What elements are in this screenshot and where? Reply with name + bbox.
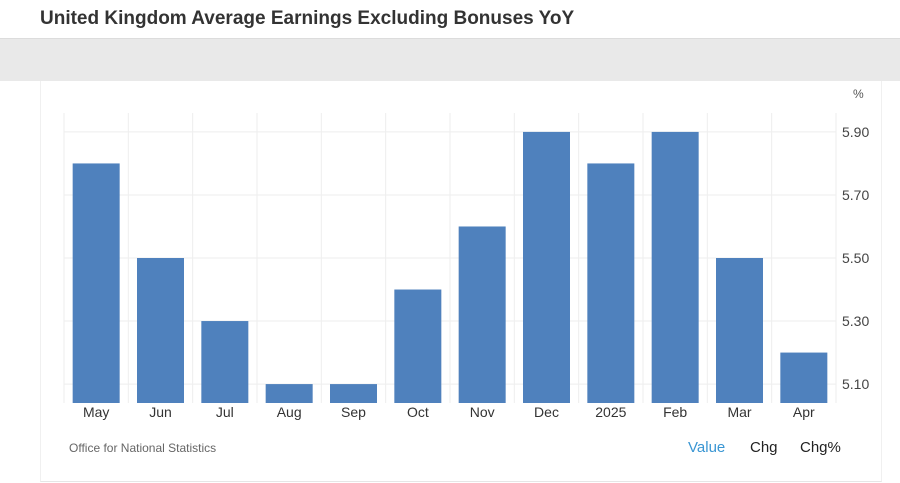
- y-tick-label: 5.90: [842, 124, 869, 140]
- x-tick-label: Jun: [149, 404, 172, 420]
- x-tick-label: Aug: [277, 404, 302, 420]
- data-source: Office for National Statistics: [69, 441, 217, 455]
- x-tick-label: Oct: [407, 404, 429, 420]
- x-tick-label: Nov: [470, 404, 495, 420]
- value-button[interactable]: Value: [688, 439, 726, 456]
- x-tick-label: Sep: [341, 404, 366, 420]
- x-tick-label: Dec: [534, 404, 559, 420]
- title-bar: United Kingdom Average Earnings Excludin…: [0, 0, 900, 39]
- x-tick-label: Jul: [216, 404, 234, 420]
- y-tick-label: 5.50: [842, 250, 869, 266]
- x-tick-label: 2025: [595, 404, 626, 420]
- x-tick-label: Feb: [663, 404, 687, 420]
- chg-percent-button[interactable]: Chg%: [800, 439, 841, 456]
- bar[interactable]: [651, 131, 699, 404]
- y-tick-label: 5.30: [842, 313, 869, 329]
- bar[interactable]: [587, 163, 635, 403]
- x-tick-label: Apr: [793, 404, 815, 420]
- bar[interactable]: [201, 321, 249, 403]
- bar[interactable]: [716, 258, 763, 403]
- chg-button[interactable]: Chg: [750, 439, 778, 456]
- page-title: United Kingdom Average Earnings Excludin…: [40, 8, 575, 29]
- bar[interactable]: [330, 384, 377, 403]
- y-tick-label: 5.70: [842, 187, 869, 203]
- x-tick-label: Mar: [727, 404, 751, 420]
- y-axis-unit: %: [853, 87, 864, 101]
- bar[interactable]: [72, 163, 120, 403]
- bar[interactable]: [265, 384, 313, 403]
- bar[interactable]: [780, 352, 828, 403]
- bar[interactable]: [137, 258, 184, 403]
- bar[interactable]: [394, 289, 442, 403]
- x-tick-label: May: [83, 404, 109, 420]
- toolbar-band: [0, 39, 900, 81]
- bar[interactable]: [458, 226, 506, 403]
- y-tick-label: 5.10: [842, 376, 869, 392]
- bar[interactable]: [523, 131, 570, 404]
